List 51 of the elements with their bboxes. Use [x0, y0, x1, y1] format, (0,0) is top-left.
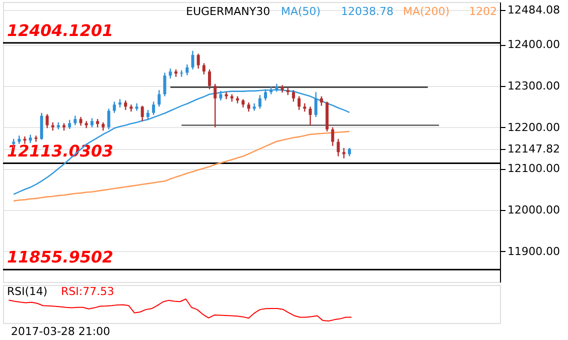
- candlestick: [124, 100, 128, 111]
- candlestick: [298, 96, 301, 111]
- candlestick: [107, 108, 110, 130]
- candlestick: [152, 101, 156, 116]
- candlestick: [163, 72, 166, 97]
- text: MA(200): [403, 5, 450, 18]
- text: MA(50): [281, 5, 321, 18]
- candlestick: [247, 102, 250, 112]
- candlestick: [135, 102, 138, 112]
- y-tick-label: 11900.00: [508, 244, 560, 258]
- candlestick: [40, 112, 44, 140]
- y-tick-label: 12147.82: [508, 142, 560, 156]
- candlestick: [258, 94, 262, 110]
- candlestick: [214, 83, 217, 128]
- candlestick: [303, 102, 306, 112]
- annotation: 12038.78: [341, 5, 394, 18]
- y-tick-label: 12400.00: [508, 38, 560, 52]
- candlestick: [140, 105, 144, 122]
- candlestick: [74, 115, 77, 126]
- text: RSI:77.53: [61, 285, 114, 298]
- candlestick: [331, 126, 334, 147]
- candlestick: [191, 50, 194, 70]
- candlestick: [308, 106, 312, 126]
- ref-line-label: 11855.9502: [7, 248, 114, 267]
- y-tick-label: 12000.00: [508, 204, 560, 217]
- candlestick: [336, 138, 340, 157]
- chart-title: RSI(14): [7, 285, 48, 298]
- y-tick-label: 12300.00: [508, 79, 560, 92]
- ref-line-label: 12404.1201: [7, 20, 114, 40]
- candlestick: [46, 113, 49, 129]
- candlestick: [158, 89, 161, 108]
- candlestick: [168, 68, 172, 80]
- candlestick: [112, 101, 116, 114]
- candlestick: [68, 119, 72, 130]
- text: 2017-03-28 21:00: [11, 325, 110, 338]
- candlestick: [320, 96, 323, 106]
- candlestick: [208, 68, 212, 90]
- candlestick: [292, 89, 295, 102]
- candlestick: [252, 102, 256, 112]
- candlestick: [146, 109, 150, 120]
- chart-title: EUGERMANY30: [186, 5, 270, 18]
- candlestick: [186, 64, 189, 76]
- candlestick: [314, 92, 318, 118]
- y-tick-label: 12200.00: [508, 120, 560, 134]
- candlestick: [342, 147, 346, 159]
- candlestick: [196, 53, 200, 70]
- text: 1202: [469, 5, 497, 18]
- candlestick: [202, 62, 206, 75]
- candlestick: [90, 118, 94, 128]
- y-tick-label: 12484.08: [508, 3, 560, 16]
- y-tick-label: 12100.00: [508, 162, 560, 176]
